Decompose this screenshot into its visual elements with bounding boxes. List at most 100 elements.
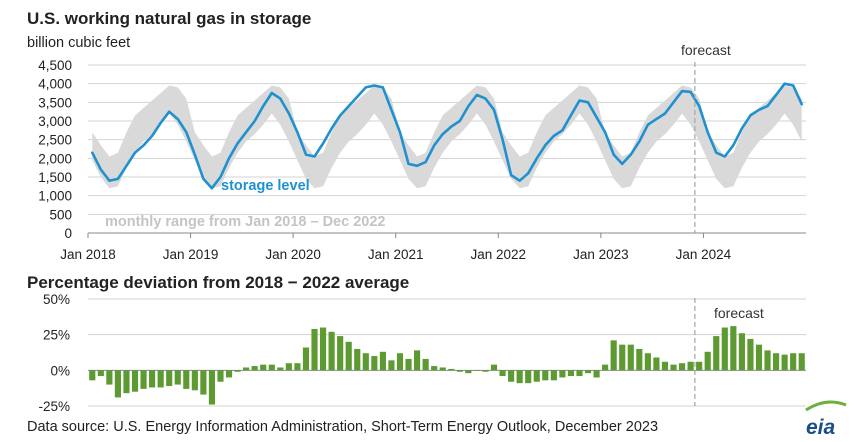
deviation-bar bbox=[123, 370, 130, 394]
deviation-bar bbox=[627, 344, 634, 371]
deviation-bar bbox=[294, 363, 301, 371]
deviation-bar bbox=[354, 348, 361, 371]
top-forecast-label: forecast bbox=[681, 42, 731, 58]
bottom-deviation-bars bbox=[89, 326, 805, 405]
deviation-bar bbox=[388, 360, 395, 371]
deviation-bar bbox=[559, 370, 566, 378]
deviation-bar bbox=[251, 366, 258, 371]
deviation-bar bbox=[183, 370, 190, 389]
data-source-note: Data source: U.S. Energy Information Adm… bbox=[27, 419, 658, 435]
deviation-bar bbox=[345, 341, 352, 371]
top-y-tick-label: 0 bbox=[64, 226, 72, 241]
deviation-bar bbox=[550, 370, 557, 381]
bottom-gridlines bbox=[88, 298, 806, 407]
top-y-tick-label: 4,500 bbox=[38, 58, 72, 73]
deviation-bar bbox=[431, 366, 438, 371]
deviation-bar bbox=[508, 370, 515, 382]
deviation-bar bbox=[747, 338, 754, 371]
deviation-bar bbox=[217, 370, 224, 382]
deviation-bar bbox=[678, 363, 686, 371]
top-y-tick-label: 2,000 bbox=[38, 151, 72, 166]
top-x-tick-label: Jan 2018 bbox=[60, 247, 116, 262]
deviation-bar bbox=[371, 356, 378, 371]
deviation-bar bbox=[542, 370, 549, 381]
top-x-tick-label: Jan 2020 bbox=[265, 247, 321, 262]
storage-level-label: storage level bbox=[221, 178, 310, 194]
deviation-bar bbox=[653, 357, 660, 371]
top-y-tick-label: 3,500 bbox=[38, 95, 72, 110]
bottom-forecast-label: forecast bbox=[714, 305, 764, 321]
top-x-tick-label: Jan 2021 bbox=[368, 247, 424, 262]
deviation-bar bbox=[490, 364, 498, 371]
deviation-bar bbox=[131, 370, 139, 392]
deviation-bar bbox=[106, 370, 113, 385]
top-x-tick-label: Jan 2024 bbox=[676, 247, 732, 262]
deviation-bar bbox=[567, 370, 575, 377]
deviation-bar bbox=[243, 367, 250, 371]
deviation-bar bbox=[713, 336, 720, 371]
top-y-tick-label: 3,000 bbox=[38, 114, 72, 129]
deviation-bar bbox=[473, 370, 480, 371]
deviation-bar bbox=[610, 340, 617, 371]
deviation-bar bbox=[225, 370, 233, 378]
deviation-bar bbox=[337, 336, 344, 371]
deviation-bar bbox=[311, 328, 318, 371]
deviation-bar bbox=[414, 350, 421, 371]
deviation-bar bbox=[89, 370, 96, 381]
top-chart-title: U.S. working natural gas in storage bbox=[27, 9, 311, 28]
deviation-bar bbox=[721, 327, 728, 371]
deviation-bar bbox=[773, 353, 780, 371]
deviation-bar bbox=[593, 370, 600, 378]
top-y-tick-label: 500 bbox=[49, 207, 72, 222]
top-x-tick-label: Jan 2019 bbox=[163, 247, 219, 262]
bottom-y-tick-label: 25% bbox=[43, 328, 70, 343]
deviation-bar bbox=[644, 353, 651, 371]
deviation-bar bbox=[533, 370, 540, 382]
deviation-bar bbox=[704, 351, 711, 371]
top-y-tick-label: 1,500 bbox=[38, 170, 72, 185]
eia-logo: eia bbox=[805, 400, 847, 439]
deviation-bar bbox=[362, 353, 369, 371]
deviation-bar bbox=[755, 344, 763, 371]
deviation-bar bbox=[200, 370, 207, 395]
deviation-bar bbox=[208, 370, 216, 405]
bottom-y-tick-label: 50% bbox=[43, 292, 70, 307]
deviation-bar bbox=[405, 358, 412, 371]
deviation-bar bbox=[166, 370, 173, 387]
deviation-bar bbox=[234, 370, 241, 372]
deviation-bar bbox=[439, 367, 446, 371]
deviation-bar bbox=[790, 353, 797, 371]
deviation-bar bbox=[157, 370, 164, 388]
deviation-bar bbox=[114, 370, 121, 398]
deviation-bar bbox=[302, 347, 310, 371]
eia-logo-swoosh bbox=[805, 400, 847, 412]
deviation-bar bbox=[661, 361, 669, 371]
deviation-bar bbox=[277, 367, 284, 371]
deviation-bar bbox=[149, 370, 156, 388]
deviation-bar bbox=[602, 364, 609, 371]
top-y-tick-label: 1,000 bbox=[38, 189, 72, 204]
storage-level-series-line bbox=[91, 82, 804, 190]
top-y-tick-label: 4,000 bbox=[38, 77, 72, 92]
deviation-bar bbox=[174, 370, 181, 385]
deviation-bar bbox=[328, 331, 335, 371]
deviation-bar bbox=[619, 344, 626, 371]
deviation-bar bbox=[670, 364, 677, 371]
top-y-axis-ticks: 0 500 1,000 1,500 2,000 2,500 3,000 3,500 4,000 4… bbox=[38, 58, 72, 241]
top-x-axis-ticks: Jan 2018 Jan 2019 Jan 2020 Jan 2021 Jan 2022… bbox=[60, 233, 732, 262]
deviation-bar bbox=[576, 370, 583, 377]
top-storage-line bbox=[91, 82, 804, 190]
deviation-bar bbox=[798, 353, 805, 371]
deviation-bar bbox=[499, 370, 506, 377]
range-note-label: monthly range from Jan 2018 – Dec 2022 bbox=[105, 214, 385, 230]
deviation-bar bbox=[738, 333, 745, 371]
deviation-bar bbox=[696, 361, 703, 371]
deviation-bar bbox=[285, 363, 292, 371]
deviation-bar bbox=[140, 370, 147, 389]
deviation-bar bbox=[636, 348, 643, 371]
deviation-bar bbox=[191, 370, 198, 391]
deviation-bar bbox=[422, 358, 429, 371]
bottom-chart-title: Percentage deviation from 2018 − 2022 av… bbox=[27, 273, 409, 292]
